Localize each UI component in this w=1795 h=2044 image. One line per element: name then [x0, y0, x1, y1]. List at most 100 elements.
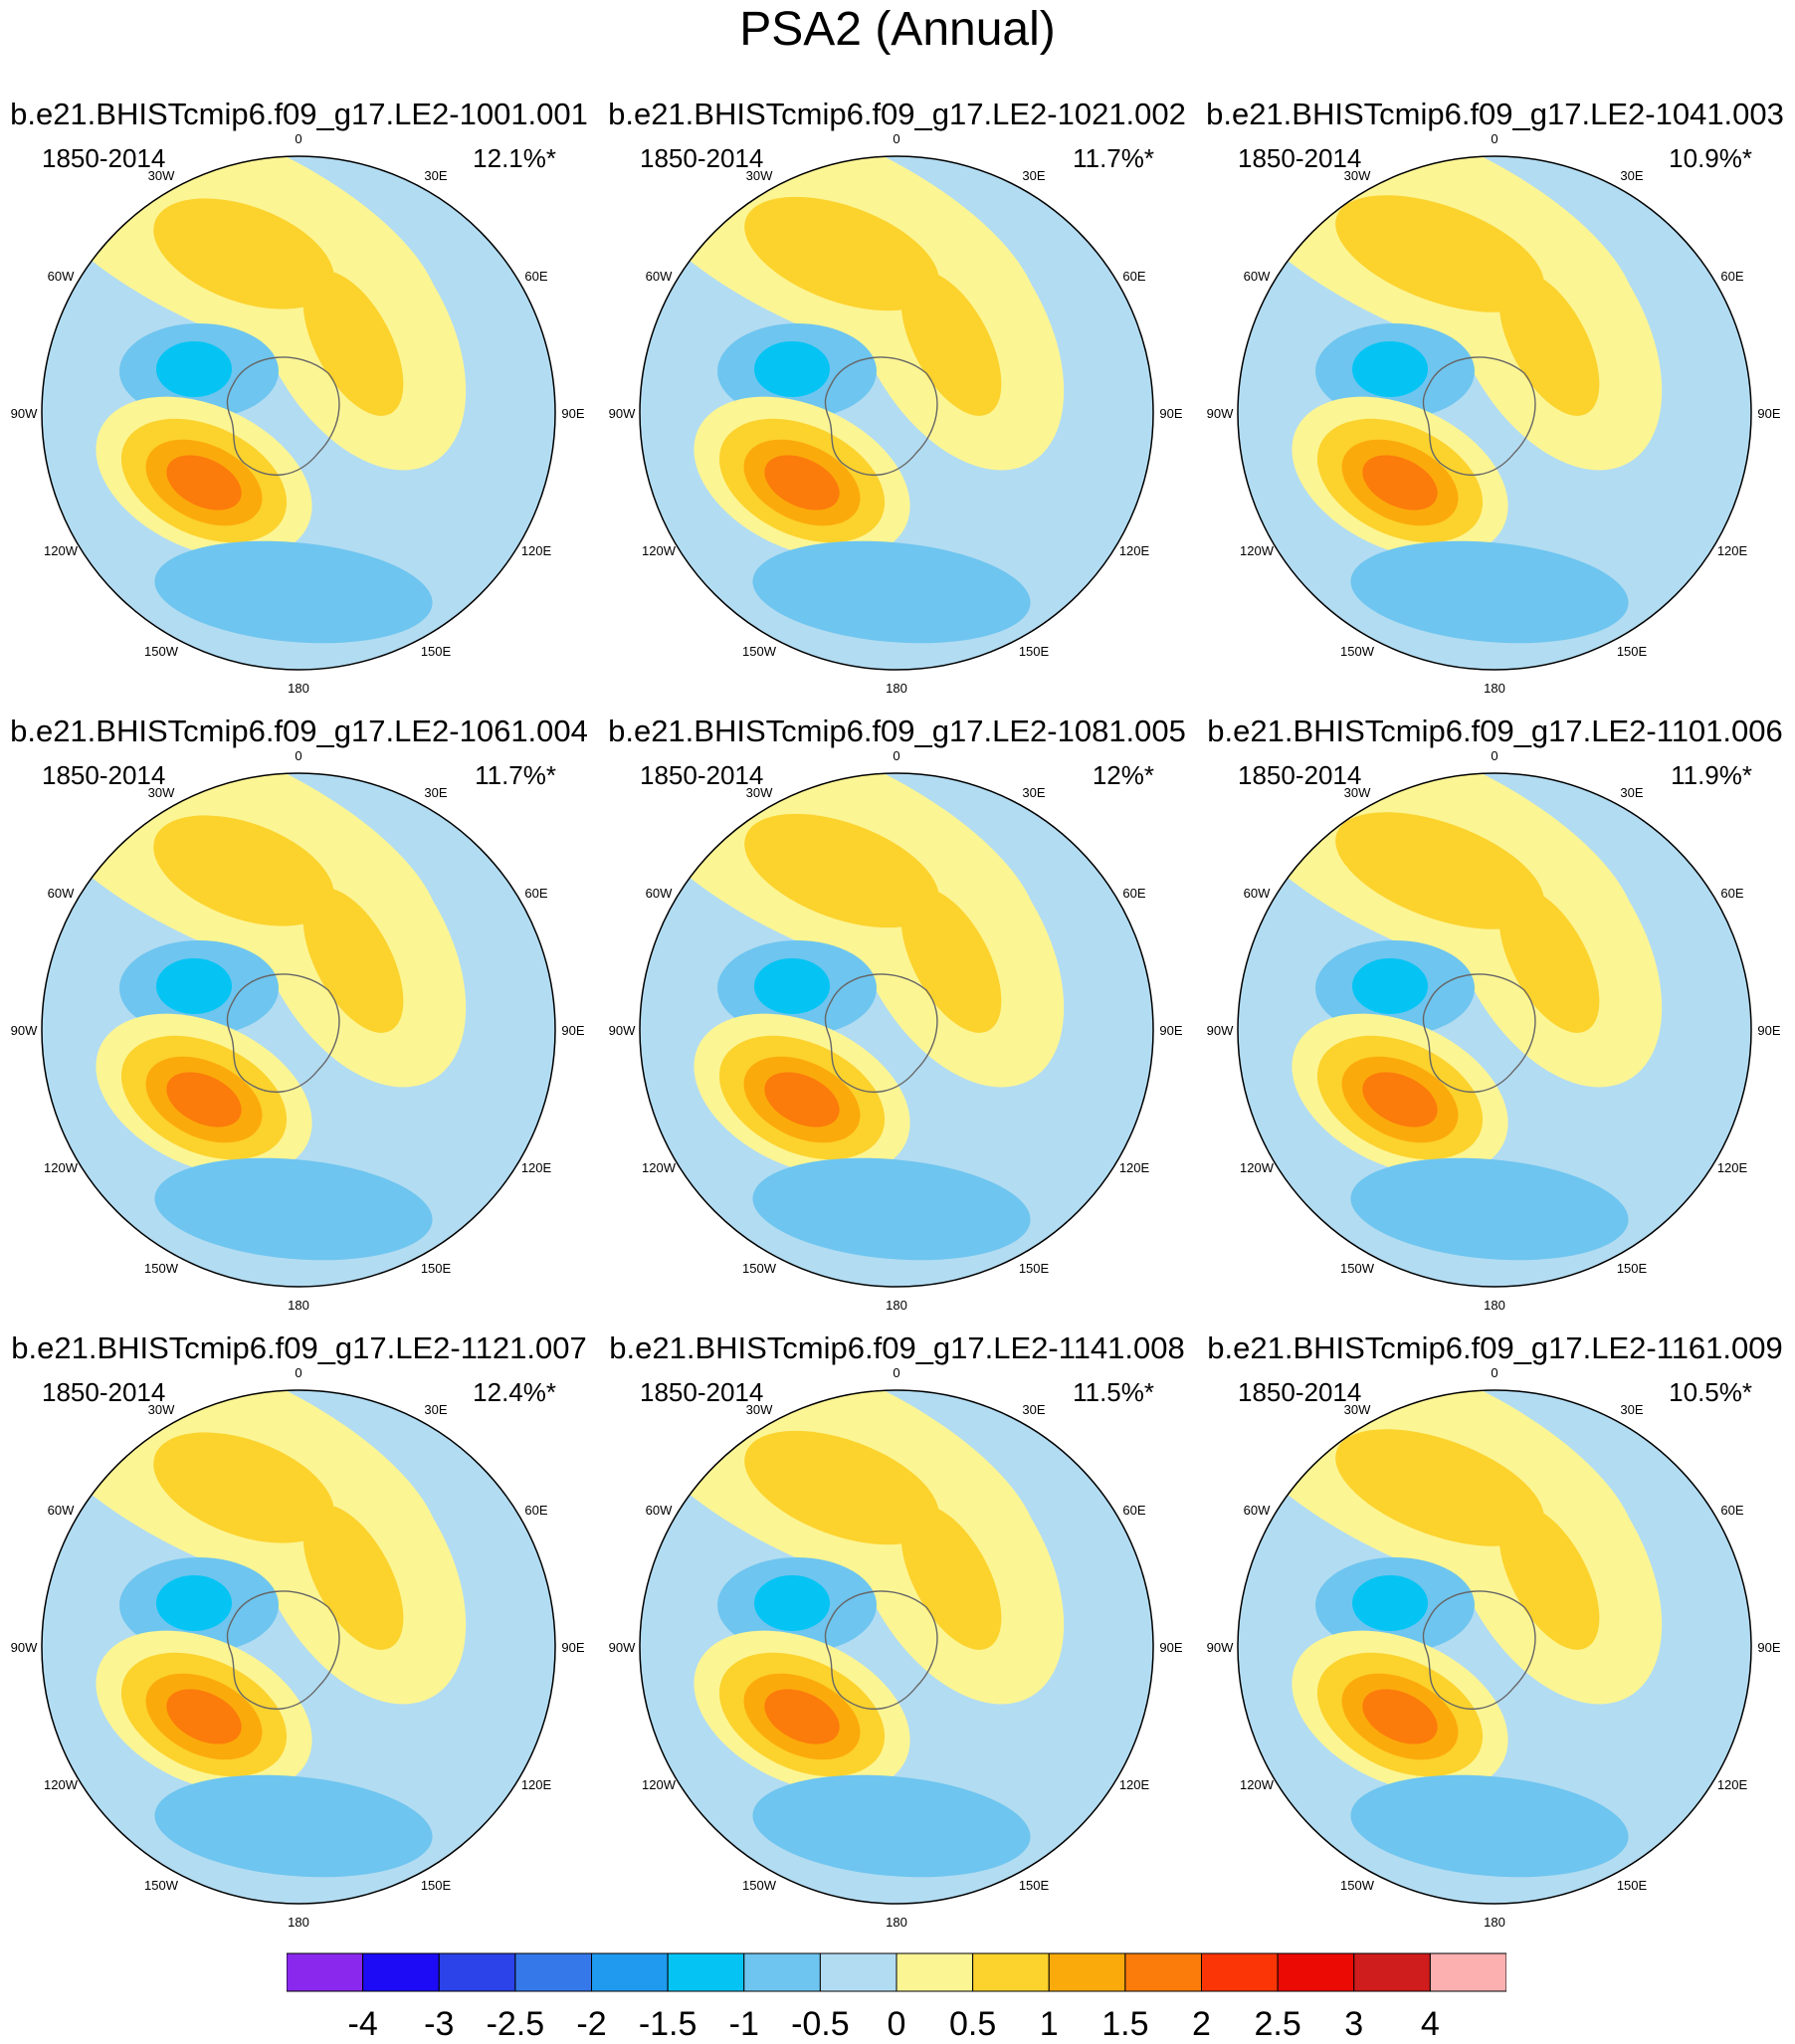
polar-map: 0 30E 60E 90E 120E 150E 180 150W 120W 90W 60W 30W [1207, 1368, 1781, 1930]
panel-period: 1850-2014 [640, 1377, 764, 1407]
longitude-label: 150E [421, 1261, 452, 1276]
map-panel: b.e21.BHISTcmip6.f09_g17.LE2-1141.008 185… [598, 1329, 1196, 1945]
figure-title: PSA2 (Annual) [739, 3, 1056, 56]
longitude-label: 60E [1720, 1503, 1743, 1518]
colorbar-tick-label: 1 [1039, 2005, 1059, 2043]
colorbar [287, 1952, 1506, 1992]
longitude-label: 0 [295, 1368, 301, 1380]
longitude-label: 60E [524, 269, 547, 284]
positive-anomaly-region [302, 888, 404, 1033]
panel-title: b.e21.BHISTcmip6.f09_g17.LE2-1021.002 [608, 97, 1186, 131]
positive-anomaly-region [1362, 1072, 1438, 1127]
longitude-label: 90W [609, 1640, 636, 1655]
map-panel: b.e21.BHISTcmip6.f09_g17.LE2-1161.009 185… [1196, 1329, 1794, 1945]
coastline [226, 973, 340, 1094]
map-panel: b.e21.BHISTcmip6.f09_g17.LE2-1001.001 185… [0, 95, 598, 712]
longitude-label: 120E [1717, 543, 1748, 558]
coastline [1422, 1590, 1536, 1711]
colorbar-swatch [362, 1952, 440, 1992]
panel-variance-percent: 12.4%* [473, 1377, 556, 1407]
longitude-label: 180 [1484, 1915, 1505, 1930]
longitude-label: 120E [1717, 1777, 1748, 1792]
coastline [226, 1590, 340, 1711]
negative-anomaly-region [754, 1575, 830, 1631]
colorbar-tick-label: 0.5 [948, 2005, 997, 2043]
panel-variance-percent: 11.5%* [1073, 1377, 1154, 1407]
positive-anomaly-region [302, 1505, 404, 1650]
longitude-label: 90W [1207, 1023, 1234, 1038]
positive-anomaly-region [744, 813, 939, 928]
colorbar-swatch [819, 1952, 898, 1992]
longitude-label: 180 [886, 681, 907, 696]
longitude-label: 150W [742, 1878, 777, 1893]
longitude-label: 0 [295, 751, 301, 763]
longitude-label: 150W [742, 1261, 777, 1276]
map-panel: b.e21.BHISTcmip6.f09_g17.LE2-1081.005 185… [598, 712, 1196, 1329]
longitude-label: 120E [521, 1777, 552, 1792]
colorbar-tick-label: -4 [347, 2005, 378, 2043]
panel-period: 1850-2014 [42, 1377, 166, 1407]
positive-anomaly-region [1335, 195, 1544, 312]
polar-map: 0 30E 60E 90E 120E 150E 180 150W 120W 90W 60W 30W [1207, 134, 1781, 696]
map-border [41, 772, 556, 1288]
coastline [226, 356, 340, 477]
longitude-label: 180 [886, 1298, 907, 1313]
colorbar-tick-label: -2.5 [486, 2005, 545, 2043]
polar-map: 0 30E 60E 90E 120E 150E 180 150W 120W 90W 60W 30W [11, 134, 585, 696]
polar-map: 0 30E 60E 90E 120E 150E 180 150W 120W 90W 60W 30W [11, 1368, 585, 1930]
longitude-label: 30E [1022, 785, 1045, 800]
polar-map: 0 30E 60E 90E 120E 150E 180 150W 120W 90W 60W 30W [609, 751, 1183, 1313]
colorbar-swatch [1277, 1952, 1355, 1992]
longitude-label: 60E [1720, 886, 1743, 901]
panel-variance-percent: 11.9%* [1671, 760, 1752, 790]
negative-anomaly-region [156, 958, 232, 1014]
longitude-label: 120W [1240, 1160, 1275, 1175]
longitude-label: 90W [11, 1023, 38, 1038]
positive-anomaly-region [1335, 1429, 1544, 1546]
colorbar-swatch [667, 1952, 745, 1992]
longitude-label: 60W [1244, 886, 1271, 901]
negative-anomaly-region [154, 540, 433, 644]
negative-anomaly-region [1350, 1774, 1629, 1878]
positive-anomaly-region [166, 1689, 242, 1744]
positive-anomaly-region [744, 196, 939, 311]
longitude-label: 150E [1019, 644, 1050, 659]
longitude-label: 180 [1484, 681, 1505, 696]
longitude-label: 150W [144, 1878, 179, 1893]
positive-anomaly-region [1498, 888, 1600, 1033]
colorbar-tick-label: -2 [576, 2005, 607, 2043]
longitude-label: 90E [1159, 1023, 1182, 1038]
panel-period: 1850-2014 [640, 143, 764, 173]
map-border [1237, 1389, 1752, 1905]
panel-variance-percent: 12.1%* [473, 143, 556, 173]
longitude-label: 30W [1344, 785, 1371, 800]
colorbar-swatch [438, 1952, 516, 1992]
colorbar-swatch [1124, 1952, 1203, 1992]
coastline [1422, 356, 1536, 477]
longitude-label: 60W [646, 886, 673, 901]
positive-anomaly-region [166, 455, 242, 511]
positive-anomaly-region [764, 455, 840, 511]
positive-anomaly-region [900, 1505, 1002, 1650]
negative-anomaly-region [754, 341, 830, 397]
panel-period: 1850-2014 [1238, 760, 1362, 790]
polar-map: 0 30E 60E 90E 120E 150E 180 150W 120W 90W 60W 30W [609, 1368, 1183, 1930]
colorbar-tick-label: 1.5 [1101, 2005, 1149, 2043]
colorbar-swatch [896, 1952, 974, 1992]
coastline [1422, 973, 1536, 1094]
longitude-label: 120W [44, 543, 79, 558]
colorbar-tick-label: 4 [1420, 2005, 1440, 2043]
longitude-label: 150E [421, 644, 452, 659]
map-panel: b.e21.BHISTcmip6.f09_g17.LE2-1101.006 185… [1196, 712, 1794, 1329]
longitude-label: 90E [561, 406, 584, 421]
polar-map: 0 30E 60E 90E 120E 150E 180 150W 120W 90W 60W 30W [1207, 751, 1781, 1313]
panel-title: b.e21.BHISTcmip6.f09_g17.LE2-1001.001 [10, 97, 588, 131]
panel-title: b.e21.BHISTcmip6.f09_g17.LE2-1041.003 [1206, 97, 1784, 131]
longitude-label: 60E [1122, 886, 1145, 901]
map-border [639, 1389, 1154, 1905]
negative-anomaly-region [752, 1157, 1031, 1261]
colorbar-swatch [1429, 1952, 1506, 1992]
map-border [1237, 772, 1752, 1288]
longitude-label: 150E [1617, 1261, 1648, 1276]
longitude-label: 0 [893, 1368, 899, 1380]
